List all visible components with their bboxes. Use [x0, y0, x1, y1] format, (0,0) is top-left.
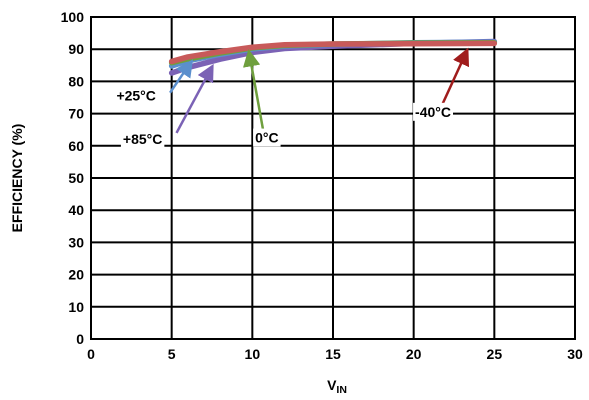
x-axis-label-subscript: IN: [336, 384, 347, 396]
x-tick-label: 15: [325, 346, 341, 362]
y-tick-label: 50: [68, 170, 84, 186]
x-axis-label-main: V: [327, 377, 337, 393]
annotation-label: -40°C: [415, 104, 451, 120]
y-tick-label: 60: [68, 138, 84, 154]
tick-labels: 0 10 20 30 40 50 60 70 80 90 100 0 5 10 15 20 25 30: [61, 9, 583, 362]
series-lines: [168, 38, 498, 76]
annotation-label-bg: [413, 102, 454, 121]
x-axis-label: VIN: [327, 377, 347, 396]
y-tick-label: 100: [61, 9, 85, 25]
plot-frame: [90, 16, 576, 340]
x-tick-label: 0: [87, 346, 95, 362]
annotation-label: 0°C: [255, 130, 279, 146]
annotation-label-bg: [120, 130, 165, 149]
y-tick-label: 70: [68, 106, 84, 122]
grid-lines: [90, 16, 576, 340]
annotations: +25°C +85°C 0°C -40°C: [114, 47, 470, 149]
y-axis-label: EFFICIENCY (%): [9, 124, 25, 233]
annotation-label: +85°C: [123, 131, 162, 147]
y-tick-label: 90: [68, 41, 84, 57]
annotation-arrow: [242, 48, 265, 134]
y-tick-label: 0: [76, 331, 84, 347]
x-tick-label: 10: [245, 346, 261, 362]
series-line-40-c: [168, 40, 498, 65]
annotation-label-bg: [253, 128, 281, 147]
x-tick-label: 30: [567, 346, 583, 362]
y-tick-label: 10: [68, 299, 84, 315]
annotation-arrow: [169, 59, 194, 94]
annotation-arrow: [439, 47, 470, 108]
y-tick-label: 30: [68, 234, 84, 250]
x-tick-label: 20: [406, 346, 422, 362]
annotation-label: +25°C: [116, 88, 155, 104]
x-tick-label: 25: [487, 346, 503, 362]
annotation-arrow: [175, 63, 214, 134]
axis-labels: EFFICIENCY (%) VIN: [9, 124, 347, 396]
y-tick-label: 80: [68, 73, 84, 89]
y-tick-label: 20: [68, 267, 84, 283]
y-tick-label: 40: [68, 202, 84, 218]
x-tick-label: 5: [168, 346, 176, 362]
annotation-label-bg: [114, 86, 158, 105]
